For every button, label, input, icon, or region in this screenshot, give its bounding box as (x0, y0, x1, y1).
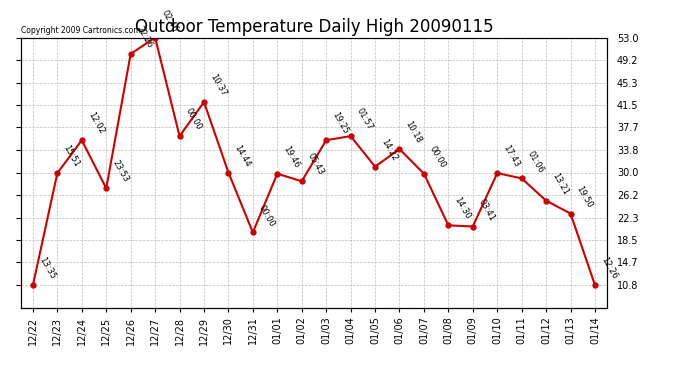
Text: 13:35: 13:35 (37, 256, 57, 281)
Text: 01:57: 01:57 (355, 107, 375, 132)
Text: 02:46: 02:46 (159, 8, 179, 33)
Text: 19:50: 19:50 (575, 184, 594, 209)
Text: 17:43: 17:43 (502, 144, 521, 169)
Text: 00:00: 00:00 (184, 107, 204, 132)
Text: 10:37: 10:37 (208, 73, 228, 98)
Text: Copyright 2009 Cartronics.com: Copyright 2009 Cartronics.com (21, 26, 140, 35)
Text: 01:06: 01:06 (526, 149, 546, 174)
Text: 14:30: 14:30 (453, 196, 472, 221)
Text: 19:25: 19:25 (331, 111, 350, 136)
Text: 23:53: 23:53 (110, 159, 130, 184)
Text: 00:00: 00:00 (428, 144, 448, 170)
Text: 15:51: 15:51 (61, 144, 81, 169)
Text: 03:41: 03:41 (477, 197, 497, 222)
Text: 14:22: 14:22 (380, 137, 399, 162)
Text: 10:18: 10:18 (404, 120, 424, 145)
Text: 12:02: 12:02 (86, 111, 106, 136)
Text: 00:00: 00:00 (257, 203, 277, 228)
Text: 05:43: 05:43 (306, 152, 326, 177)
Text: 19:46: 19:46 (282, 144, 302, 170)
Text: 14:44: 14:44 (233, 143, 253, 168)
Text: 22:26: 22:26 (135, 25, 155, 50)
Text: 13:21: 13:21 (550, 171, 570, 196)
Text: 12:26: 12:26 (599, 256, 619, 281)
Title: Outdoor Temperature Daily High 20090115: Outdoor Temperature Daily High 20090115 (135, 18, 493, 36)
